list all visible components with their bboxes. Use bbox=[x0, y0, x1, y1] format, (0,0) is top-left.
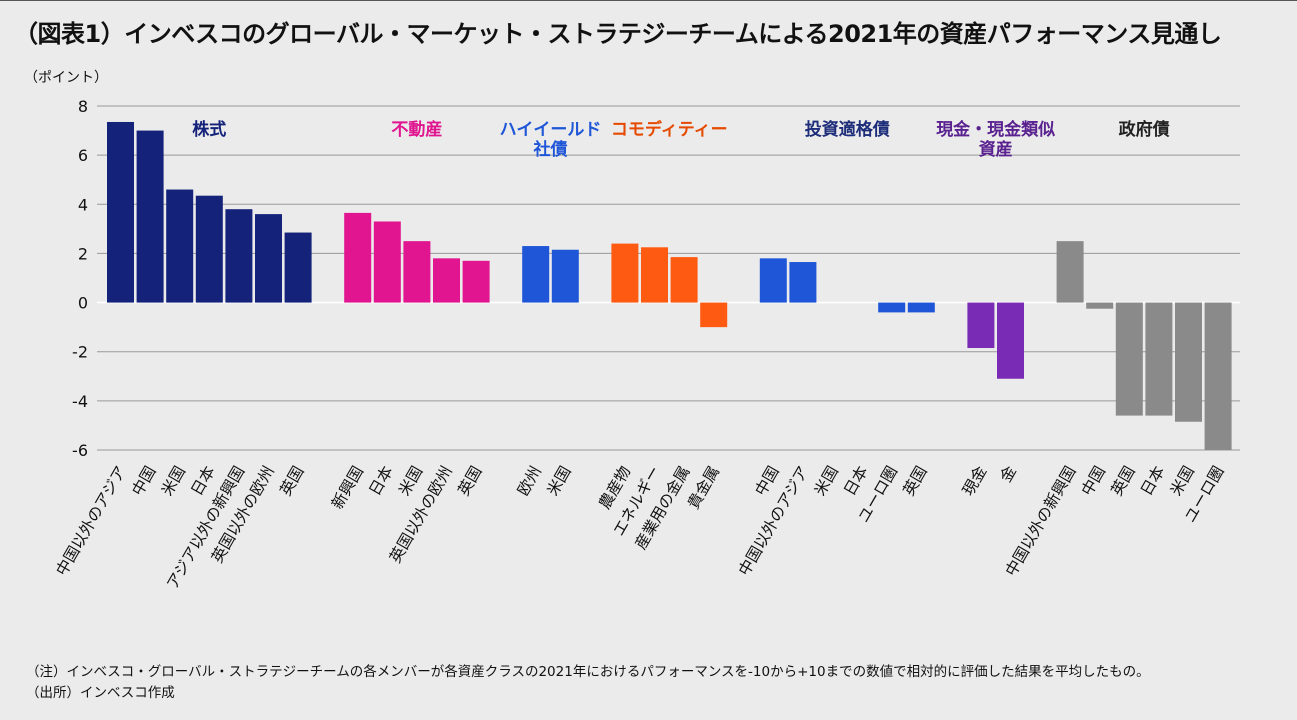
bar bbox=[759, 258, 787, 303]
bar bbox=[967, 302, 995, 349]
group-label: コモディティー bbox=[611, 119, 728, 140]
group-label: ハイイールド bbox=[500, 120, 602, 140]
x-tick-label: 英国 bbox=[276, 463, 307, 499]
bar bbox=[611, 243, 639, 303]
y-tick-label: 8 bbox=[78, 97, 88, 116]
group-label: 政府債 bbox=[1119, 119, 1170, 140]
y-axis-label: （ポイント） bbox=[24, 70, 108, 86]
chart-title: （図表1）インベスコのグローバル・マーケット・ストラテジーチームによる2021年… bbox=[14, 20, 1222, 48]
bar bbox=[878, 302, 906, 313]
x-tick-label: 中国 bbox=[128, 463, 159, 499]
x-tick-label: 現金 bbox=[959, 463, 990, 499]
bar bbox=[225, 209, 253, 303]
y-tick-label: -4 bbox=[72, 392, 88, 411]
bar bbox=[403, 241, 431, 303]
bar bbox=[1115, 302, 1143, 416]
x-tick-label: 中国以外のアジア bbox=[53, 463, 130, 579]
x-tick-label: 日本 bbox=[366, 463, 397, 499]
bar-chart: （ポイント）86420-2-4-6中国以外のアジア中国米国日本アジア以外の新興国… bbox=[24, 70, 1240, 592]
bar bbox=[107, 121, 134, 303]
bar bbox=[1145, 302, 1173, 416]
bar bbox=[789, 262, 817, 303]
bar bbox=[522, 246, 550, 303]
bar bbox=[1056, 241, 1084, 303]
bar bbox=[1086, 302, 1114, 309]
bar bbox=[1175, 302, 1202, 422]
bar bbox=[907, 302, 935, 313]
group-label: 不動産 bbox=[391, 119, 442, 140]
footnote: （注）インベスコ・グローバル・ストラテジーチームの各メンバーが各資産クラスの20… bbox=[26, 664, 1150, 680]
bar bbox=[255, 214, 282, 303]
x-tick-label: 米国 bbox=[811, 463, 842, 499]
y-tick-label: 4 bbox=[78, 195, 88, 214]
x-tick-label: 米国 bbox=[544, 463, 575, 499]
bar bbox=[373, 221, 401, 303]
x-tick-label: 日本 bbox=[1137, 463, 1168, 499]
bar bbox=[166, 189, 194, 303]
group-label: 現金・現金類似 bbox=[936, 119, 1055, 140]
top-rule bbox=[0, 0, 1297, 1]
bar bbox=[670, 257, 698, 303]
y-tick-label: 2 bbox=[78, 244, 88, 263]
group-label: 投資適格債 bbox=[805, 119, 890, 140]
bar bbox=[195, 195, 223, 303]
bar bbox=[641, 247, 668, 303]
x-tick-label: 英国 bbox=[900, 463, 931, 499]
x-tick-label: 中国 bbox=[1078, 463, 1109, 499]
bar bbox=[997, 302, 1024, 379]
group-label: 株式 bbox=[192, 119, 226, 140]
y-tick-label: -6 bbox=[72, 441, 88, 460]
x-tick-label: 英国 bbox=[454, 463, 485, 499]
bar bbox=[1204, 302, 1232, 450]
source-note: （出所）インベスコ作成 bbox=[26, 685, 175, 701]
y-tick-label: 0 bbox=[78, 294, 88, 313]
bar bbox=[284, 232, 312, 303]
y-tick-label: -2 bbox=[72, 343, 88, 362]
x-tick-label: 欧州 bbox=[514, 463, 545, 499]
bar bbox=[433, 258, 460, 303]
bar bbox=[462, 260, 490, 303]
bar bbox=[551, 249, 579, 303]
bar bbox=[136, 130, 164, 303]
x-tick-label: 英国 bbox=[1108, 463, 1139, 499]
bar bbox=[344, 212, 372, 303]
group-label: 資産 bbox=[979, 139, 1013, 160]
group-label: 社債 bbox=[533, 139, 568, 160]
x-tick-label: 金 bbox=[997, 463, 1021, 486]
bar bbox=[700, 302, 728, 328]
x-tick-label: 米国 bbox=[158, 463, 189, 499]
y-tick-label: 6 bbox=[78, 146, 88, 165]
x-tick-label: 新興国 bbox=[328, 463, 367, 512]
